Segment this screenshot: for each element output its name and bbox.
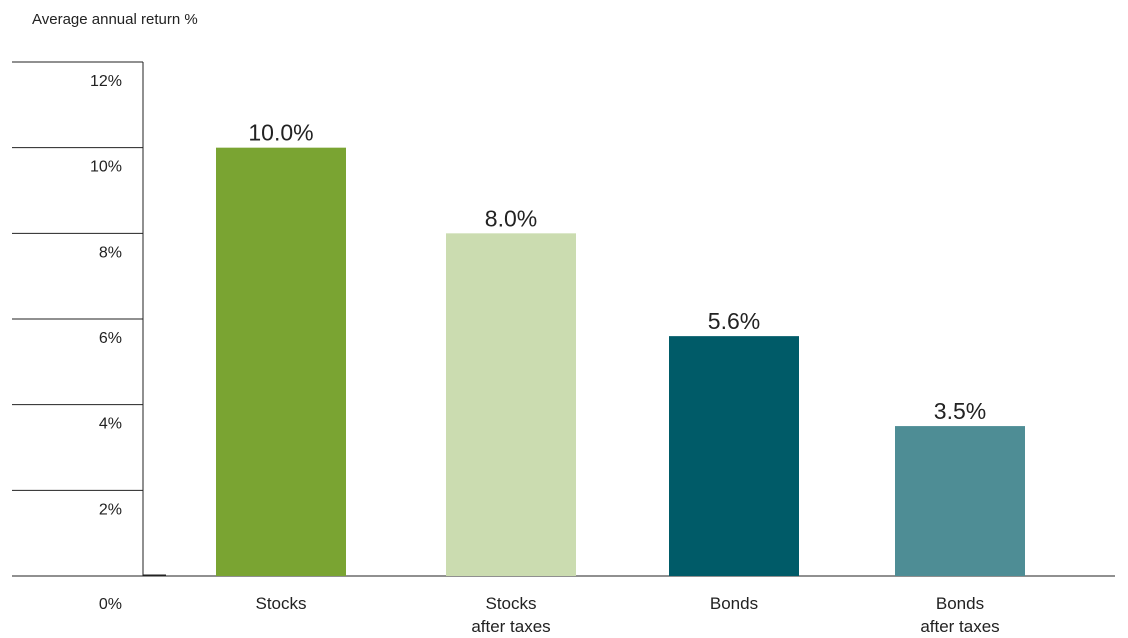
bar <box>895 426 1025 576</box>
category-label-line: after taxes <box>471 617 550 636</box>
category-label-line: Bonds <box>936 594 984 613</box>
bar-value-label: 5.6% <box>708 308 760 334</box>
y-tick-label: 6% <box>99 330 122 347</box>
category-label-line: Stocks <box>255 594 306 613</box>
category-label: Bonds <box>710 594 758 613</box>
category-label-line: after taxes <box>920 617 999 636</box>
category-label-line: Stocks <box>485 594 536 613</box>
gridlines <box>12 61 143 491</box>
y-tick-label: 2% <box>99 501 122 518</box>
category-label: Stocks after taxes <box>471 594 550 636</box>
bar-value-label: 8.0% <box>485 205 537 231</box>
y-tick-label: 10% <box>90 159 122 176</box>
category-label-line: Bonds <box>710 594 758 613</box>
y-tick-label: 0% <box>99 596 122 613</box>
bar-value-label: 10.0% <box>248 120 313 146</box>
y-axis-label: Average annual return % <box>32 11 198 28</box>
data-labels: 10.0% 8.0% 5.6% 3.5% <box>248 120 986 424</box>
bar-value-label: 3.5% <box>934 398 986 424</box>
bars <box>216 147 1025 577</box>
y-tick-label: 8% <box>99 244 122 261</box>
y-tick-labels: 0% 2% 4% 6% 8% 10% 12% <box>90 73 122 613</box>
bar <box>216 147 346 576</box>
bar <box>669 336 799 576</box>
y-tick-label: 4% <box>99 416 122 433</box>
category-label: Bonds after taxes <box>920 594 999 636</box>
category-label: Stocks <box>255 594 306 613</box>
y-tick-label: 12% <box>90 73 122 90</box>
category-labels: Stocks Stocks after taxes Bonds Bonds after t… <box>255 594 999 636</box>
bar <box>446 233 576 577</box>
